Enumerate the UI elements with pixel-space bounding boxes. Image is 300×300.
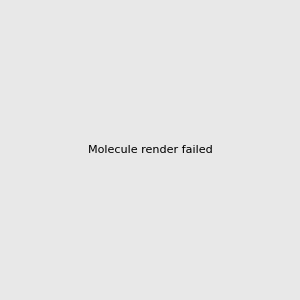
Text: Molecule render failed: Molecule render failed [88, 145, 212, 155]
